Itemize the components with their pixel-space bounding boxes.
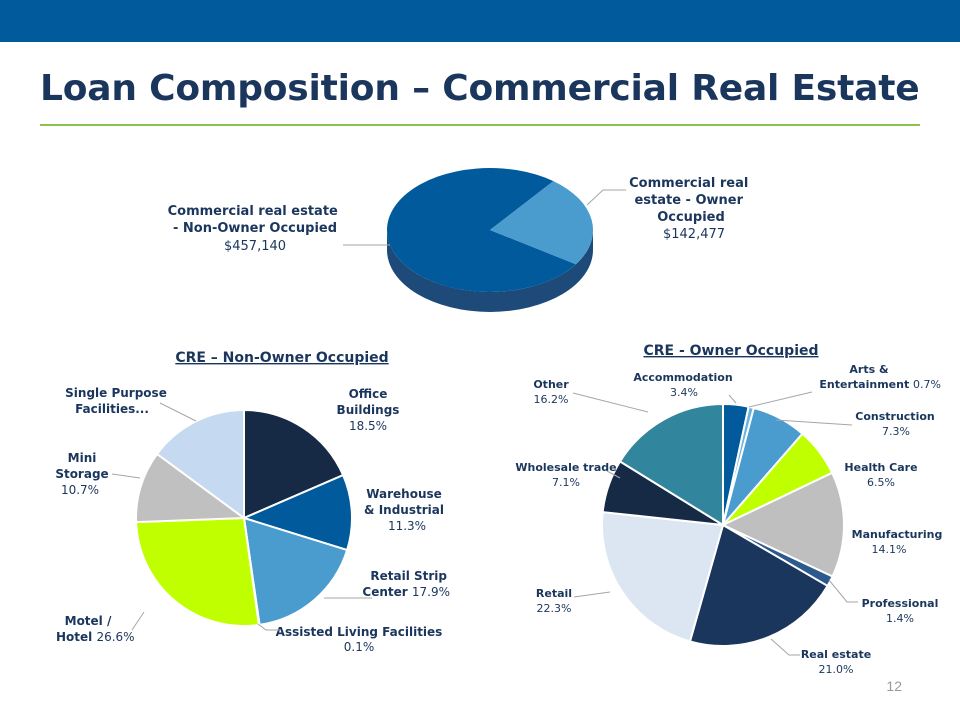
value-wholesale-trade: 7.1% — [552, 476, 580, 489]
value-retail-strip-center: 17.9% — [412, 585, 450, 599]
leader-owner — [586, 189, 626, 206]
label-arts-line1: Arts & — [849, 363, 889, 376]
value-professional: 1.4% — [886, 612, 914, 625]
value-health-care: 6.5% — [867, 476, 895, 489]
label-arts-line2: Entertainment 0.7% — [819, 378, 941, 391]
leader-other — [572, 392, 649, 413]
cre-total-pie — [387, 167, 594, 312]
label-owner-line1: Commercial real — [629, 176, 748, 191]
leader-assisted-living — [257, 623, 280, 631]
value-other: 16.2% — [534, 393, 569, 406]
slice-motel-hotel — [135, 516, 261, 627]
leader-motel-hotel — [131, 611, 145, 631]
cre-total-labels: Commercial real estate - Non-Owner Occup… — [168, 176, 753, 254]
header-bar — [0, 0, 960, 42]
label-retail-strip: Retail Strip — [370, 569, 447, 583]
slice-other — [618, 402, 724, 527]
leader-wholesale-trade — [606, 470, 621, 479]
leader-retail — [573, 591, 611, 598]
label-motel-hotel: Motel / — [65, 614, 112, 628]
label-non-owner-line2: - Non-Owner Occupied — [173, 221, 337, 236]
value-mini-storage: 10.7% — [61, 483, 99, 497]
slice-warehouse-industrial — [241, 473, 353, 552]
leader-construction — [775, 419, 853, 426]
non-owner-chart-title: CRE – Non-Owner Occupied — [175, 350, 388, 366]
slice-mini-storage — [135, 452, 247, 524]
owner-pie — [601, 402, 845, 647]
label-accommodation: Accommodation — [633, 371, 732, 384]
label-retail: Retail — [536, 587, 572, 600]
slice-single-purpose-facilities — [155, 408, 245, 520]
value-non-owner-occupied: $457,140 — [224, 239, 286, 254]
value-office-buildings: 18.5% — [349, 419, 387, 433]
slice-commercial-real-estate-non-owner-occupied — [387, 167, 576, 292]
label-construction: Construction — [855, 410, 934, 423]
label-warehouse-industrial: Warehouse & Industrial — [364, 487, 444, 517]
leader-arts — [748, 391, 813, 408]
label-owner-occupied: Commercial real estate - Owner Occupied — [629, 176, 753, 225]
value-assisted-living: 0.1% — [344, 640, 375, 654]
owner-chart-title: CRE - Owner Occupied — [643, 343, 818, 359]
non-owner-labels: Office Buildings 18.5% Warehouse & Industr… — [55, 386, 450, 654]
label-professional: Professional — [862, 597, 939, 610]
label-real-estate: Real estate — [801, 648, 871, 661]
slice-office-buildings — [243, 408, 345, 520]
slice-manufacturing — [720, 471, 845, 578]
leader-mini-storage — [111, 473, 141, 479]
label-retail-strip-center: Center 17.9% — [362, 585, 450, 599]
leader-real-estate — [770, 638, 800, 656]
label-owner-line2: estate - Owner — [634, 193, 743, 208]
label-health-care: Health Care — [844, 461, 917, 474]
slice-commercial-real-estate-owner-occupied — [490, 181, 594, 265]
label-owner-line3: Occupied — [657, 210, 725, 225]
label-assisted-living: Assisted Living Facilities — [276, 625, 443, 639]
value-real-estate: 21.0% — [819, 663, 854, 676]
page-number: 12 — [886, 678, 902, 694]
leader-single-purpose — [159, 402, 197, 422]
value-retail: 22.3% — [537, 602, 572, 615]
value-motel-hotel: 26.6% — [96, 630, 134, 644]
label-non-owner-line1: Commercial real estate — [168, 204, 338, 219]
pie-3d-side — [387, 230, 593, 312]
title-underline — [40, 124, 920, 126]
slice-retail-strip-center — [242, 516, 349, 627]
value-manufacturing: 14.1% — [872, 543, 907, 556]
leader-professional — [828, 579, 858, 603]
label-office-buildings: Office Buildings — [337, 387, 400, 417]
leader-accommodation — [728, 394, 737, 404]
slice-retail — [601, 510, 725, 643]
owner-labels: Accommodation 3.4% Arts & Entertainment … — [515, 363, 942, 676]
label-motel-hotel-line2: Hotel 26.6% — [56, 630, 135, 644]
label-manufacturing: Manufacturing — [852, 528, 943, 541]
label-wholesale-trade: Wholesale trade — [515, 461, 616, 474]
value-construction: 7.3% — [882, 425, 910, 438]
non-owner-pie — [135, 408, 353, 627]
value-owner-occupied: $142,477 — [663, 227, 725, 242]
label-other: Other — [533, 378, 569, 391]
value-arts-entertainment: 0.7% — [913, 378, 941, 391]
value-accommodation: 3.4% — [670, 386, 698, 399]
page-title: Loan Composition – Commercial Real Estat… — [40, 68, 920, 109]
value-warehouse-industrial: 11.3% — [388, 519, 426, 533]
slice-real-estate — [688, 523, 829, 647]
label-non-owner-occupied: Commercial real estate - Non-Owner Occup… — [168, 204, 343, 236]
label-mini-storage: Mini Storage — [55, 451, 108, 481]
label-single-purpose: Single Purpose Facilities... — [65, 386, 167, 416]
